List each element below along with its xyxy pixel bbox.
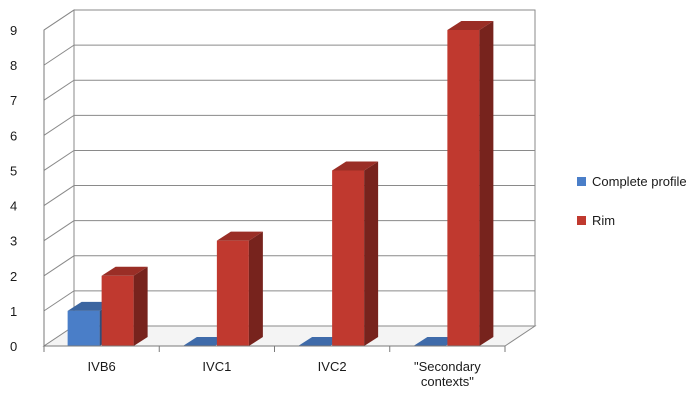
x-category-label: contexts" bbox=[421, 374, 474, 389]
legend-item-complete-profile: Complete profile bbox=[577, 172, 687, 190]
gridlines bbox=[43, 9, 535, 312]
legend-swatch-complete-profile bbox=[577, 176, 586, 186]
gridline bbox=[43, 149, 535, 171]
y-tick-label: 2 bbox=[10, 269, 17, 284]
y-tick-label: 1 bbox=[10, 304, 17, 319]
bar-top bbox=[216, 231, 263, 241]
bars bbox=[67, 21, 494, 346]
y-axis-ticks: 0 1 2 3 4 5 6 7 8 9 bbox=[10, 23, 45, 354]
bar-front bbox=[216, 240, 249, 346]
x-category-label: IVC1 bbox=[202, 359, 231, 374]
gridline bbox=[43, 79, 535, 101]
bar-front bbox=[101, 275, 134, 346]
bar-side bbox=[248, 231, 263, 346]
x-category-label: "Secondary bbox=[414, 359, 481, 374]
gridline bbox=[43, 114, 535, 136]
bar bbox=[447, 21, 494, 346]
y-tick-label: 5 bbox=[10, 163, 17, 178]
y-tick-label: 0 bbox=[10, 339, 17, 354]
bar bbox=[216, 231, 263, 346]
legend-label-complete-profile: Complete profile bbox=[592, 173, 687, 189]
bar-side bbox=[479, 21, 494, 346]
legend-swatch-rim bbox=[577, 215, 586, 225]
bar-side bbox=[364, 161, 379, 346]
x-category-label: IVC2 bbox=[318, 359, 347, 374]
gridline bbox=[43, 290, 535, 312]
bar-top bbox=[447, 21, 494, 30]
y-tick-label: 9 bbox=[10, 23, 17, 38]
gridline bbox=[43, 255, 535, 277]
bar-front bbox=[332, 170, 365, 346]
gridline bbox=[43, 9, 535, 31]
gridline bbox=[43, 185, 535, 206]
y-tick-label: 4 bbox=[10, 199, 17, 214]
y-tick-label: 8 bbox=[10, 58, 17, 73]
bar bbox=[101, 266, 148, 346]
legend: Complete profile Rim bbox=[577, 172, 687, 250]
gridline bbox=[43, 220, 535, 242]
y-tick-label: 7 bbox=[10, 93, 17, 108]
y-tick-label: 3 bbox=[10, 234, 17, 249]
bar-side bbox=[133, 266, 148, 346]
legend-label-rim: Rim bbox=[592, 212, 616, 228]
bar-top bbox=[332, 161, 379, 171]
legend-item-rim: Rim bbox=[577, 211, 687, 229]
side-wall bbox=[43, 9, 75, 347]
bar-front bbox=[447, 30, 480, 346]
bar-front bbox=[67, 310, 100, 346]
bar-top bbox=[101, 266, 148, 276]
gridline bbox=[43, 44, 535, 66]
y-tick-label: 6 bbox=[10, 128, 17, 143]
bar bbox=[332, 161, 379, 346]
x-category-label: IVB6 bbox=[88, 359, 116, 374]
